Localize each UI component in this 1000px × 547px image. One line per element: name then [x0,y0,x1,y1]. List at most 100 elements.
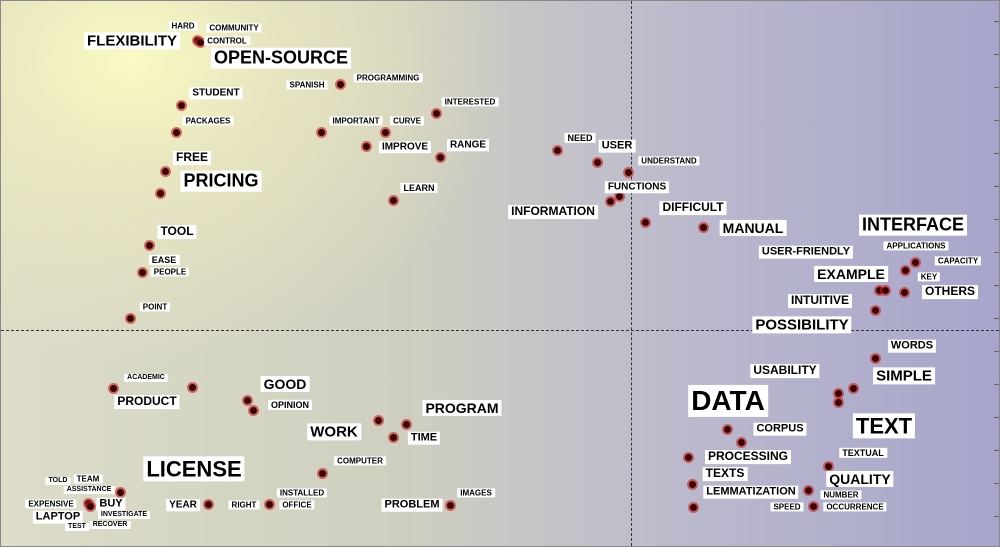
word-label: COMMUNITY [206,23,262,33]
word-label: INVESTIGATE [97,510,151,520]
word-label: INFORMATION [508,204,598,219]
point [139,269,146,276]
word-label: IMAGES [457,488,495,498]
point [162,168,169,175]
point [189,384,196,391]
word-label: WORDS [887,339,937,353]
point [607,198,614,205]
word-label: CURVE [390,116,424,126]
point [642,219,649,226]
point [173,129,180,136]
point [157,190,164,197]
word-label: PROGRAMMING [353,73,423,83]
edge-tick [994,384,999,385]
vertical-axis [631,1,632,546]
edge-tick [994,450,999,451]
word-label: FUNCTIONS [604,181,670,193]
point [403,421,410,428]
point [390,434,397,441]
word-label: LEARN [400,182,438,194]
word-label: LAPTOP [32,510,84,524]
point [685,454,692,461]
word-label: DATA [688,384,768,418]
word-label: POINT [139,302,171,312]
word-label: PROCESSING [704,449,792,464]
point [318,129,325,136]
point [266,501,273,508]
point [390,197,397,204]
word-label: NEED [564,132,596,144]
word-label: YEAR [166,499,200,511]
word-label: CAPACITY [934,256,982,266]
point [127,315,134,322]
word-label: TOLD [45,476,71,486]
word-label: ASSISTANCE [63,485,115,495]
point [901,289,908,296]
point [250,407,257,414]
word-label: OPEN-SOURCE [210,47,352,69]
word-label: IMPORTANT [329,116,383,126]
point [375,417,382,424]
word-label: TIME [407,431,441,445]
point [872,307,879,314]
word-label: TEXTS [702,466,748,481]
word-label: UNDERSTAND [638,156,700,166]
edge-tick [994,153,999,154]
point [625,169,632,176]
word-label: EXAMPLE [814,265,888,283]
word-label: SIMPLE [873,367,935,385]
word-label: STUDENT [189,87,243,99]
point [178,102,185,109]
word-label: PROGRAM [422,399,502,417]
word-label: BUY [96,497,126,511]
point [554,147,561,154]
word-label: NUMBER [820,490,862,500]
edge-tick [994,318,999,319]
word-label: RECOVER [89,520,131,530]
point [872,355,879,362]
point [363,143,370,150]
word-label: IMPROVE [378,141,432,153]
word-label: INTUITIVE [787,293,853,308]
point [337,81,344,88]
point [382,129,389,136]
point [912,259,919,266]
point [738,439,745,446]
word-label: PEOPLE [150,267,190,277]
edge-tick [994,351,999,352]
word-label: OCCURRENCE [823,502,887,512]
word-label: POSSIBILITY [752,316,852,334]
edge-tick [994,120,999,121]
word-label: WORK [307,423,361,441]
word-label: PROBLEM [381,498,443,512]
word-label: FLEXIBILITY [84,32,180,50]
word-label: DIFFICULT [659,200,727,215]
point [700,224,707,231]
word-label: USER-FRIENDLY [758,245,854,259]
point [110,385,117,392]
point [850,385,857,392]
point [902,267,909,274]
word-label: USABILITY [750,363,820,378]
horizontal-axis [1,330,999,331]
word-label: RIGHT [228,500,260,510]
edge-tick [994,186,999,187]
point [594,159,601,166]
word-label: INSTALLED [276,488,328,498]
point [117,489,124,496]
word-label: OPINION [267,399,313,411]
point [433,110,440,117]
point [825,463,832,470]
edge-tick [994,219,999,220]
word-label: EXPENSIVE [25,499,77,509]
word-label: FREE [172,150,212,165]
word-label: PRICING [180,170,262,192]
point [876,287,883,294]
point [690,504,697,511]
point [689,481,696,488]
word-label: USER [598,139,636,153]
edge-tick [994,252,999,253]
point [810,503,817,510]
word-label: COMPUTER [334,456,386,466]
